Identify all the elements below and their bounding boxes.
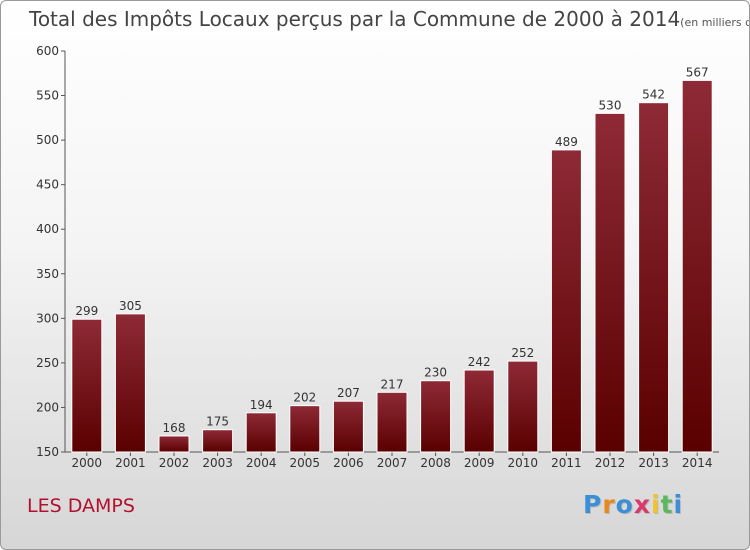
x-tick-label: 2013 — [638, 456, 669, 470]
x-tick-label: 2008 — [420, 456, 451, 470]
x-tick-label: 2011 — [551, 456, 582, 470]
data-label: 230 — [424, 366, 447, 380]
x-tick-label: 2012 — [595, 456, 626, 470]
proxiti-logo[interactable]: Proxiti — [583, 490, 683, 519]
data-label: 217 — [381, 377, 404, 391]
y-tick-label: 250 — [36, 356, 59, 370]
bar-2011 — [550, 149, 582, 453]
data-label: 530 — [599, 98, 622, 112]
data-label: 305 — [119, 299, 142, 313]
x-tick-label: 2004 — [246, 456, 277, 470]
logo-letter: P — [583, 490, 603, 519]
bar-2010 — [507, 360, 539, 453]
bar-2002 — [158, 435, 190, 453]
bar-2004 — [245, 412, 277, 453]
data-label: 567 — [686, 65, 709, 79]
y-tick-label: 150 — [36, 445, 59, 459]
bar-2008 — [420, 380, 452, 453]
data-label: 168 — [163, 421, 186, 435]
y-tick-label: 400 — [36, 222, 59, 236]
bar-2000 — [71, 318, 103, 453]
x-tick-label: 2005 — [290, 456, 321, 470]
y-tick-label: 200 — [36, 400, 59, 414]
commune-name: LES DAMPS — [27, 495, 135, 517]
x-tick-label: 2014 — [682, 456, 713, 470]
data-label: 202 — [293, 391, 316, 405]
bar-2013 — [638, 102, 670, 453]
data-label: 489 — [555, 135, 578, 149]
data-label: 194 — [250, 398, 273, 412]
x-tick-label: 2003 — [202, 456, 233, 470]
y-tick-label: 350 — [36, 267, 59, 281]
bar-2001 — [114, 313, 146, 453]
logo-letter: r — [602, 490, 616, 519]
x-tick-label: 2000 — [72, 456, 103, 470]
bar-2003 — [202, 429, 234, 453]
bar-2012 — [594, 112, 626, 453]
data-label: 252 — [511, 346, 534, 360]
bar-2007 — [376, 391, 408, 453]
bar-2005 — [289, 405, 321, 453]
y-tick-label: 600 — [36, 44, 59, 58]
data-label: 242 — [468, 355, 491, 369]
bar-2006 — [332, 400, 364, 453]
logo-letter: o — [615, 490, 634, 519]
y-tick-label: 550 — [36, 89, 59, 103]
data-label: 299 — [75, 304, 98, 318]
x-tick-label: 2001 — [115, 456, 146, 470]
logo-letter: i — [673, 490, 684, 519]
y-tick-label: 450 — [36, 178, 59, 192]
logo-letter: t — [660, 490, 674, 519]
x-tick-label: 2009 — [464, 456, 495, 470]
bar-2009 — [463, 369, 495, 453]
data-label: 542 — [642, 88, 665, 102]
chart-title: Total des Impôts Locaux perçus par la Co… — [29, 7, 749, 31]
x-tick-label: 2007 — [377, 456, 408, 470]
data-label: 175 — [206, 415, 229, 429]
y-tick-label: 500 — [36, 133, 59, 147]
x-tick-label: 2002 — [159, 456, 190, 470]
logo-letter: x — [633, 490, 651, 519]
x-tick-label: 2006 — [333, 456, 364, 470]
x-tick-label: 2010 — [508, 456, 539, 470]
title-unit: (en milliers d'€) — [680, 16, 749, 29]
y-tick-label: 300 — [36, 311, 59, 325]
data-label: 207 — [337, 386, 360, 400]
logo-letter: i — [651, 490, 661, 519]
bar-2014 — [681, 79, 713, 453]
